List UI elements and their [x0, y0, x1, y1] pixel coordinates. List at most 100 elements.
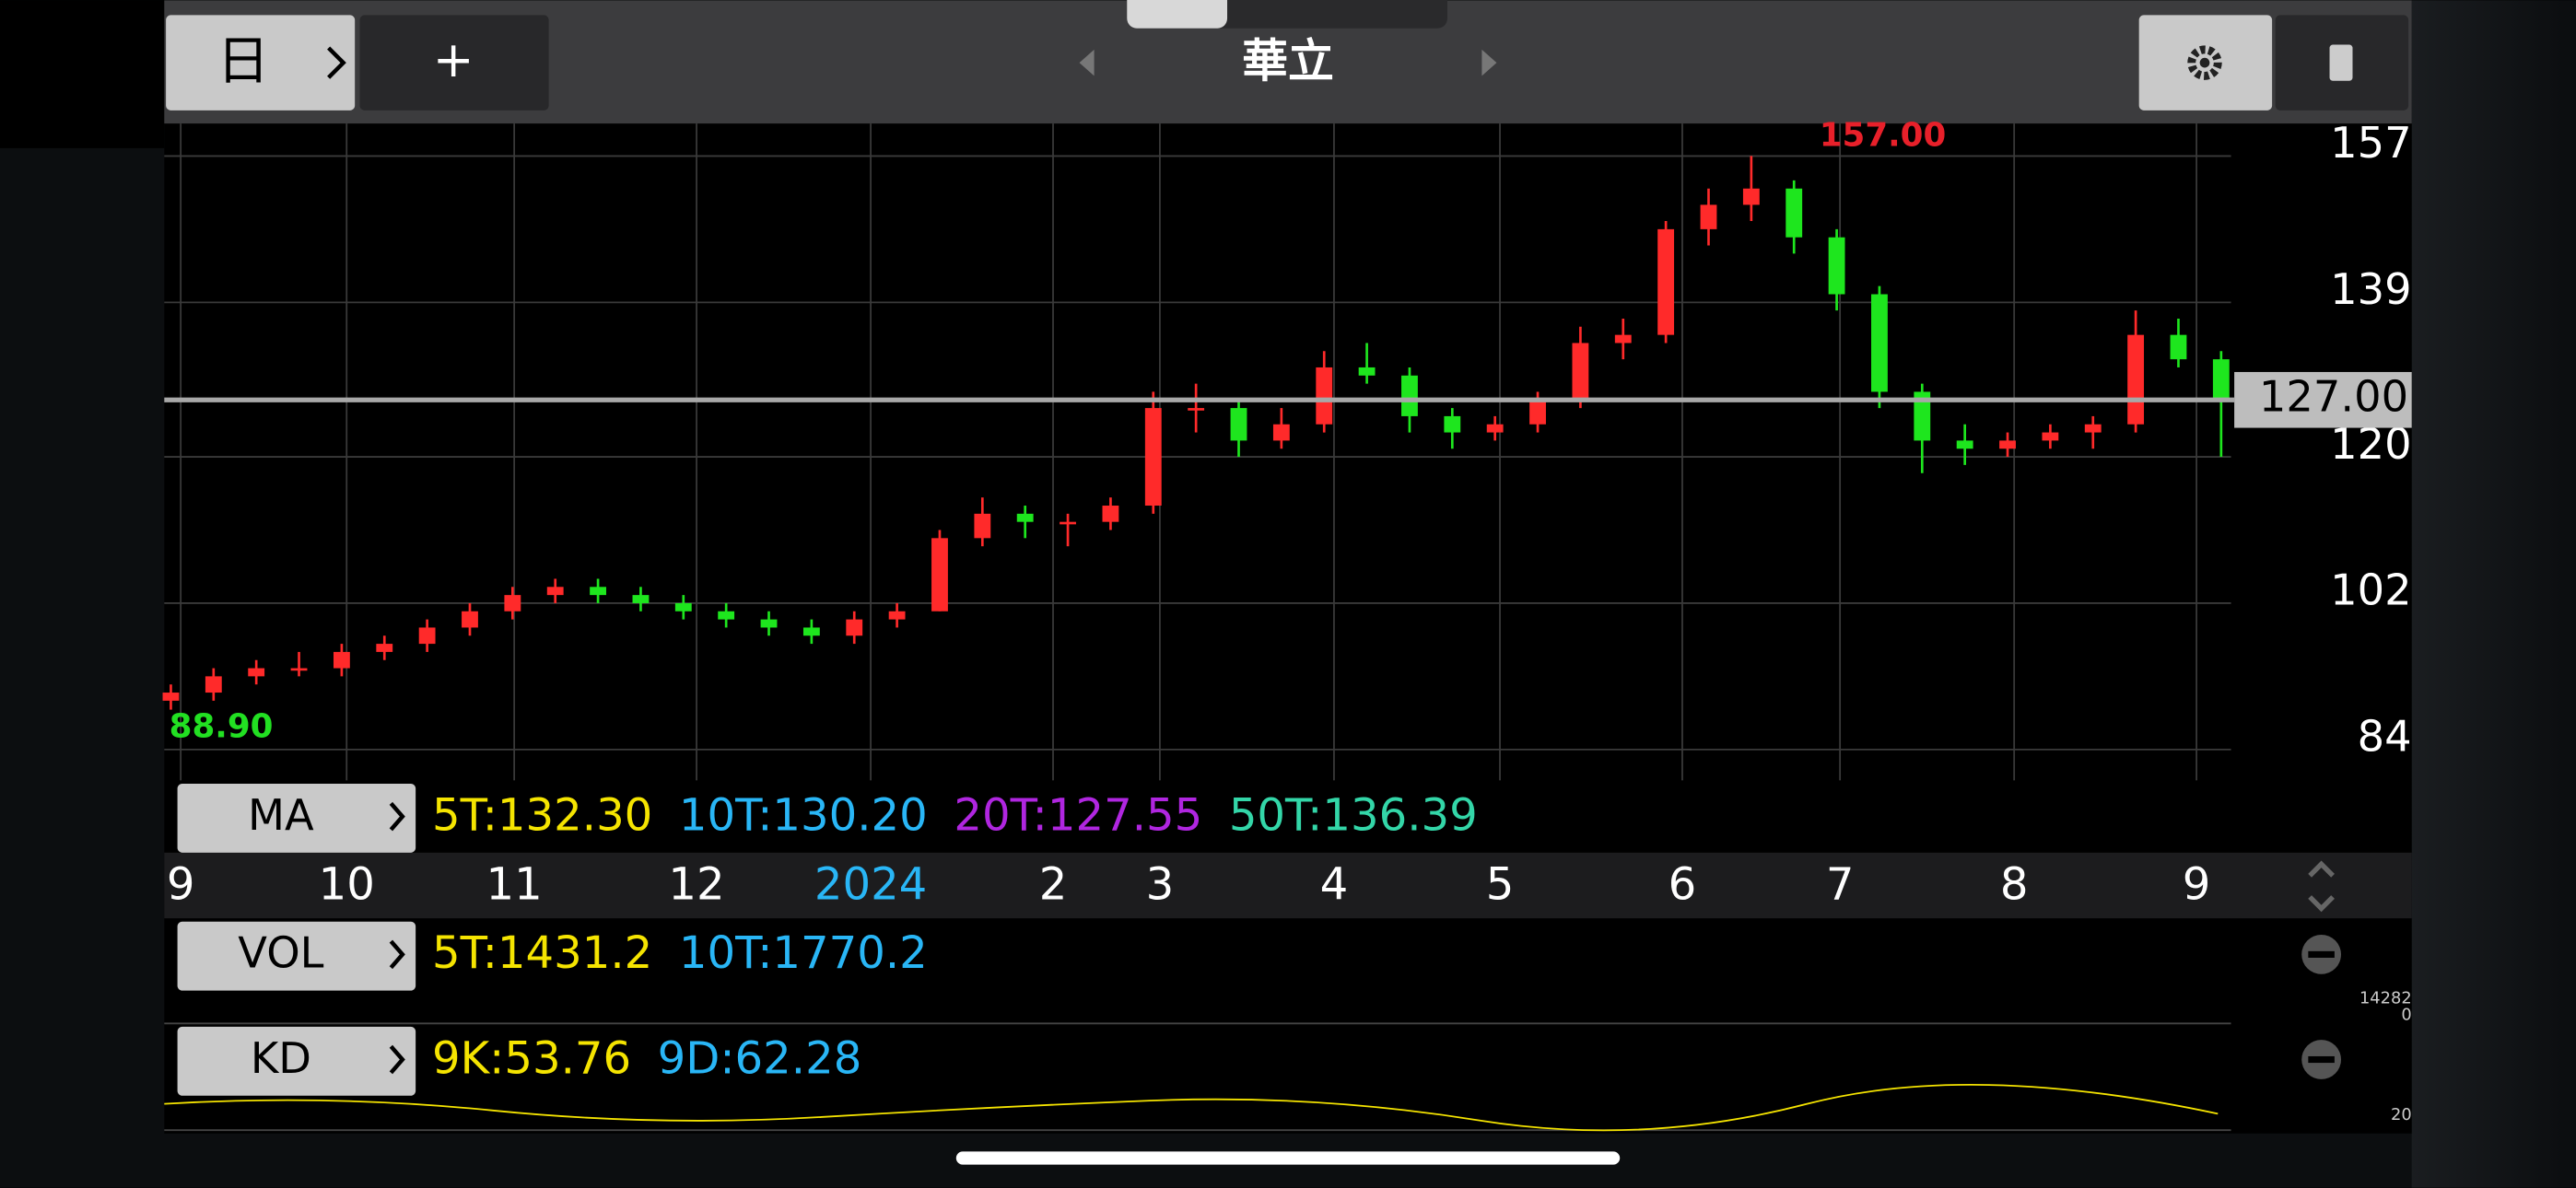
candle-body	[1444, 415, 1461, 433]
candle-body	[2170, 334, 2187, 360]
indicator-value: 5T:132.30	[432, 789, 652, 841]
stock-title: 華立	[1242, 34, 1334, 87]
kd-line	[164, 1084, 2219, 1132]
date-label: 12	[668, 858, 724, 910]
volume-level	[1127, 0, 1228, 29]
add-label: +	[433, 30, 474, 88]
right-edge	[2411, 0, 2576, 1188]
vol-scale-bottom: 0	[2401, 1005, 2411, 1024]
candle-body	[2212, 359, 2230, 401]
low-label: 88.90	[170, 707, 274, 745]
indicator-button[interactable]	[177, 921, 416, 991]
date-label: 9	[167, 858, 195, 910]
date-label: 9	[2183, 858, 2211, 910]
date-label: 5	[1486, 858, 1515, 910]
candle-body	[888, 611, 906, 620]
candle-body	[1700, 204, 1717, 229]
chevron	[389, 939, 405, 970]
candle-body	[674, 602, 692, 611]
candle-body	[802, 627, 820, 636]
date-label: 6	[1669, 858, 1697, 910]
indicator-value: 9K:53.76	[432, 1032, 631, 1084]
candle-body	[2084, 424, 2102, 433]
candle-body	[1486, 424, 1504, 433]
candle-body	[1230, 408, 1247, 441]
candle-body	[162, 693, 180, 701]
current-price-box	[2234, 371, 2412, 428]
indicator-button-label: VOL	[238, 928, 323, 978]
indicator-button[interactable]	[177, 783, 416, 853]
kd-scale: 20	[2391, 1105, 2412, 1124]
candle-body	[931, 538, 948, 611]
date-label: 3	[1146, 858, 1175, 910]
indicator-button-label: KD	[251, 1033, 311, 1083]
candle-body	[1871, 294, 1888, 392]
indicator-value: 50T:136.39	[1229, 789, 1478, 841]
indicator-value: 5T:1431.2	[432, 927, 652, 979]
candle-body	[1828, 237, 1845, 295]
candle-body	[1742, 188, 1760, 205]
indicator-value: 9D:62.28	[658, 1032, 862, 1084]
candle-body	[333, 651, 350, 669]
home-indicator	[955, 1151, 1621, 1165]
candle-body	[632, 595, 650, 603]
candle-body	[462, 611, 478, 628]
chevron	[327, 46, 346, 79]
indicator-value: 20T:127.55	[954, 789, 1202, 841]
candle-body	[1272, 424, 1290, 441]
candle-body	[205, 676, 222, 693]
candle-body	[1529, 400, 1546, 425]
candle-body	[760, 619, 778, 628]
period-label: 日	[217, 31, 269, 92]
date-label: 7	[1826, 858, 1855, 910]
indicator-button-label: MA	[248, 790, 314, 840]
candle-body	[1188, 408, 1205, 411]
candle-body	[1956, 440, 1973, 449]
candle-body	[1316, 367, 1333, 425]
indicator-value: 10T:130.20	[679, 789, 928, 841]
candle-body	[418, 627, 436, 645]
date-label: 2	[1039, 858, 1068, 910]
candle-body	[2127, 334, 2145, 425]
period-button[interactable]	[166, 15, 356, 111]
gear-icon	[2187, 45, 2222, 80]
chevron	[389, 1044, 405, 1075]
date-label: 8	[2000, 858, 2029, 910]
indicator-button[interactable]	[177, 1026, 416, 1096]
high-label: 157.00	[1820, 116, 1947, 154]
prev-arrow[interactable]	[1079, 49, 1095, 76]
candle-body	[290, 668, 308, 671]
y-tick-label: 157	[2330, 118, 2411, 168]
next-arrow[interactable]	[1481, 49, 1497, 76]
candle-body	[1016, 513, 1034, 522]
vol-scale-top: 14282	[2359, 989, 2412, 1008]
candle-body	[1358, 367, 1376, 376]
date-label: 2024	[814, 858, 927, 910]
candle-body	[1614, 334, 1632, 344]
date-label: 10	[319, 858, 375, 910]
y-tick-label: 84	[2358, 712, 2412, 762]
candle-body	[590, 587, 606, 596]
candle-body	[504, 595, 521, 611]
app-area	[164, 0, 2412, 1134]
chevron	[389, 801, 405, 832]
date-label: 4	[1320, 858, 1349, 910]
candle-body	[2042, 432, 2059, 441]
add-button[interactable]	[359, 15, 549, 111]
resize-handle[interactable]	[2308, 860, 2335, 913]
y-tick-label: 102	[2330, 565, 2411, 615]
candle-body	[546, 587, 564, 596]
minus	[2308, 950, 2335, 958]
candle-body	[1060, 521, 1076, 525]
candle-body	[376, 644, 393, 652]
candle-body	[248, 668, 265, 677]
candle-body	[1999, 440, 2016, 449]
candle-body	[1914, 391, 1931, 441]
candle-body	[1401, 375, 1418, 416]
candle-body	[846, 619, 863, 636]
indicator-value: 10T:1770.2	[679, 927, 928, 979]
candle-body	[1657, 228, 1675, 335]
minus	[2308, 1055, 2335, 1064]
